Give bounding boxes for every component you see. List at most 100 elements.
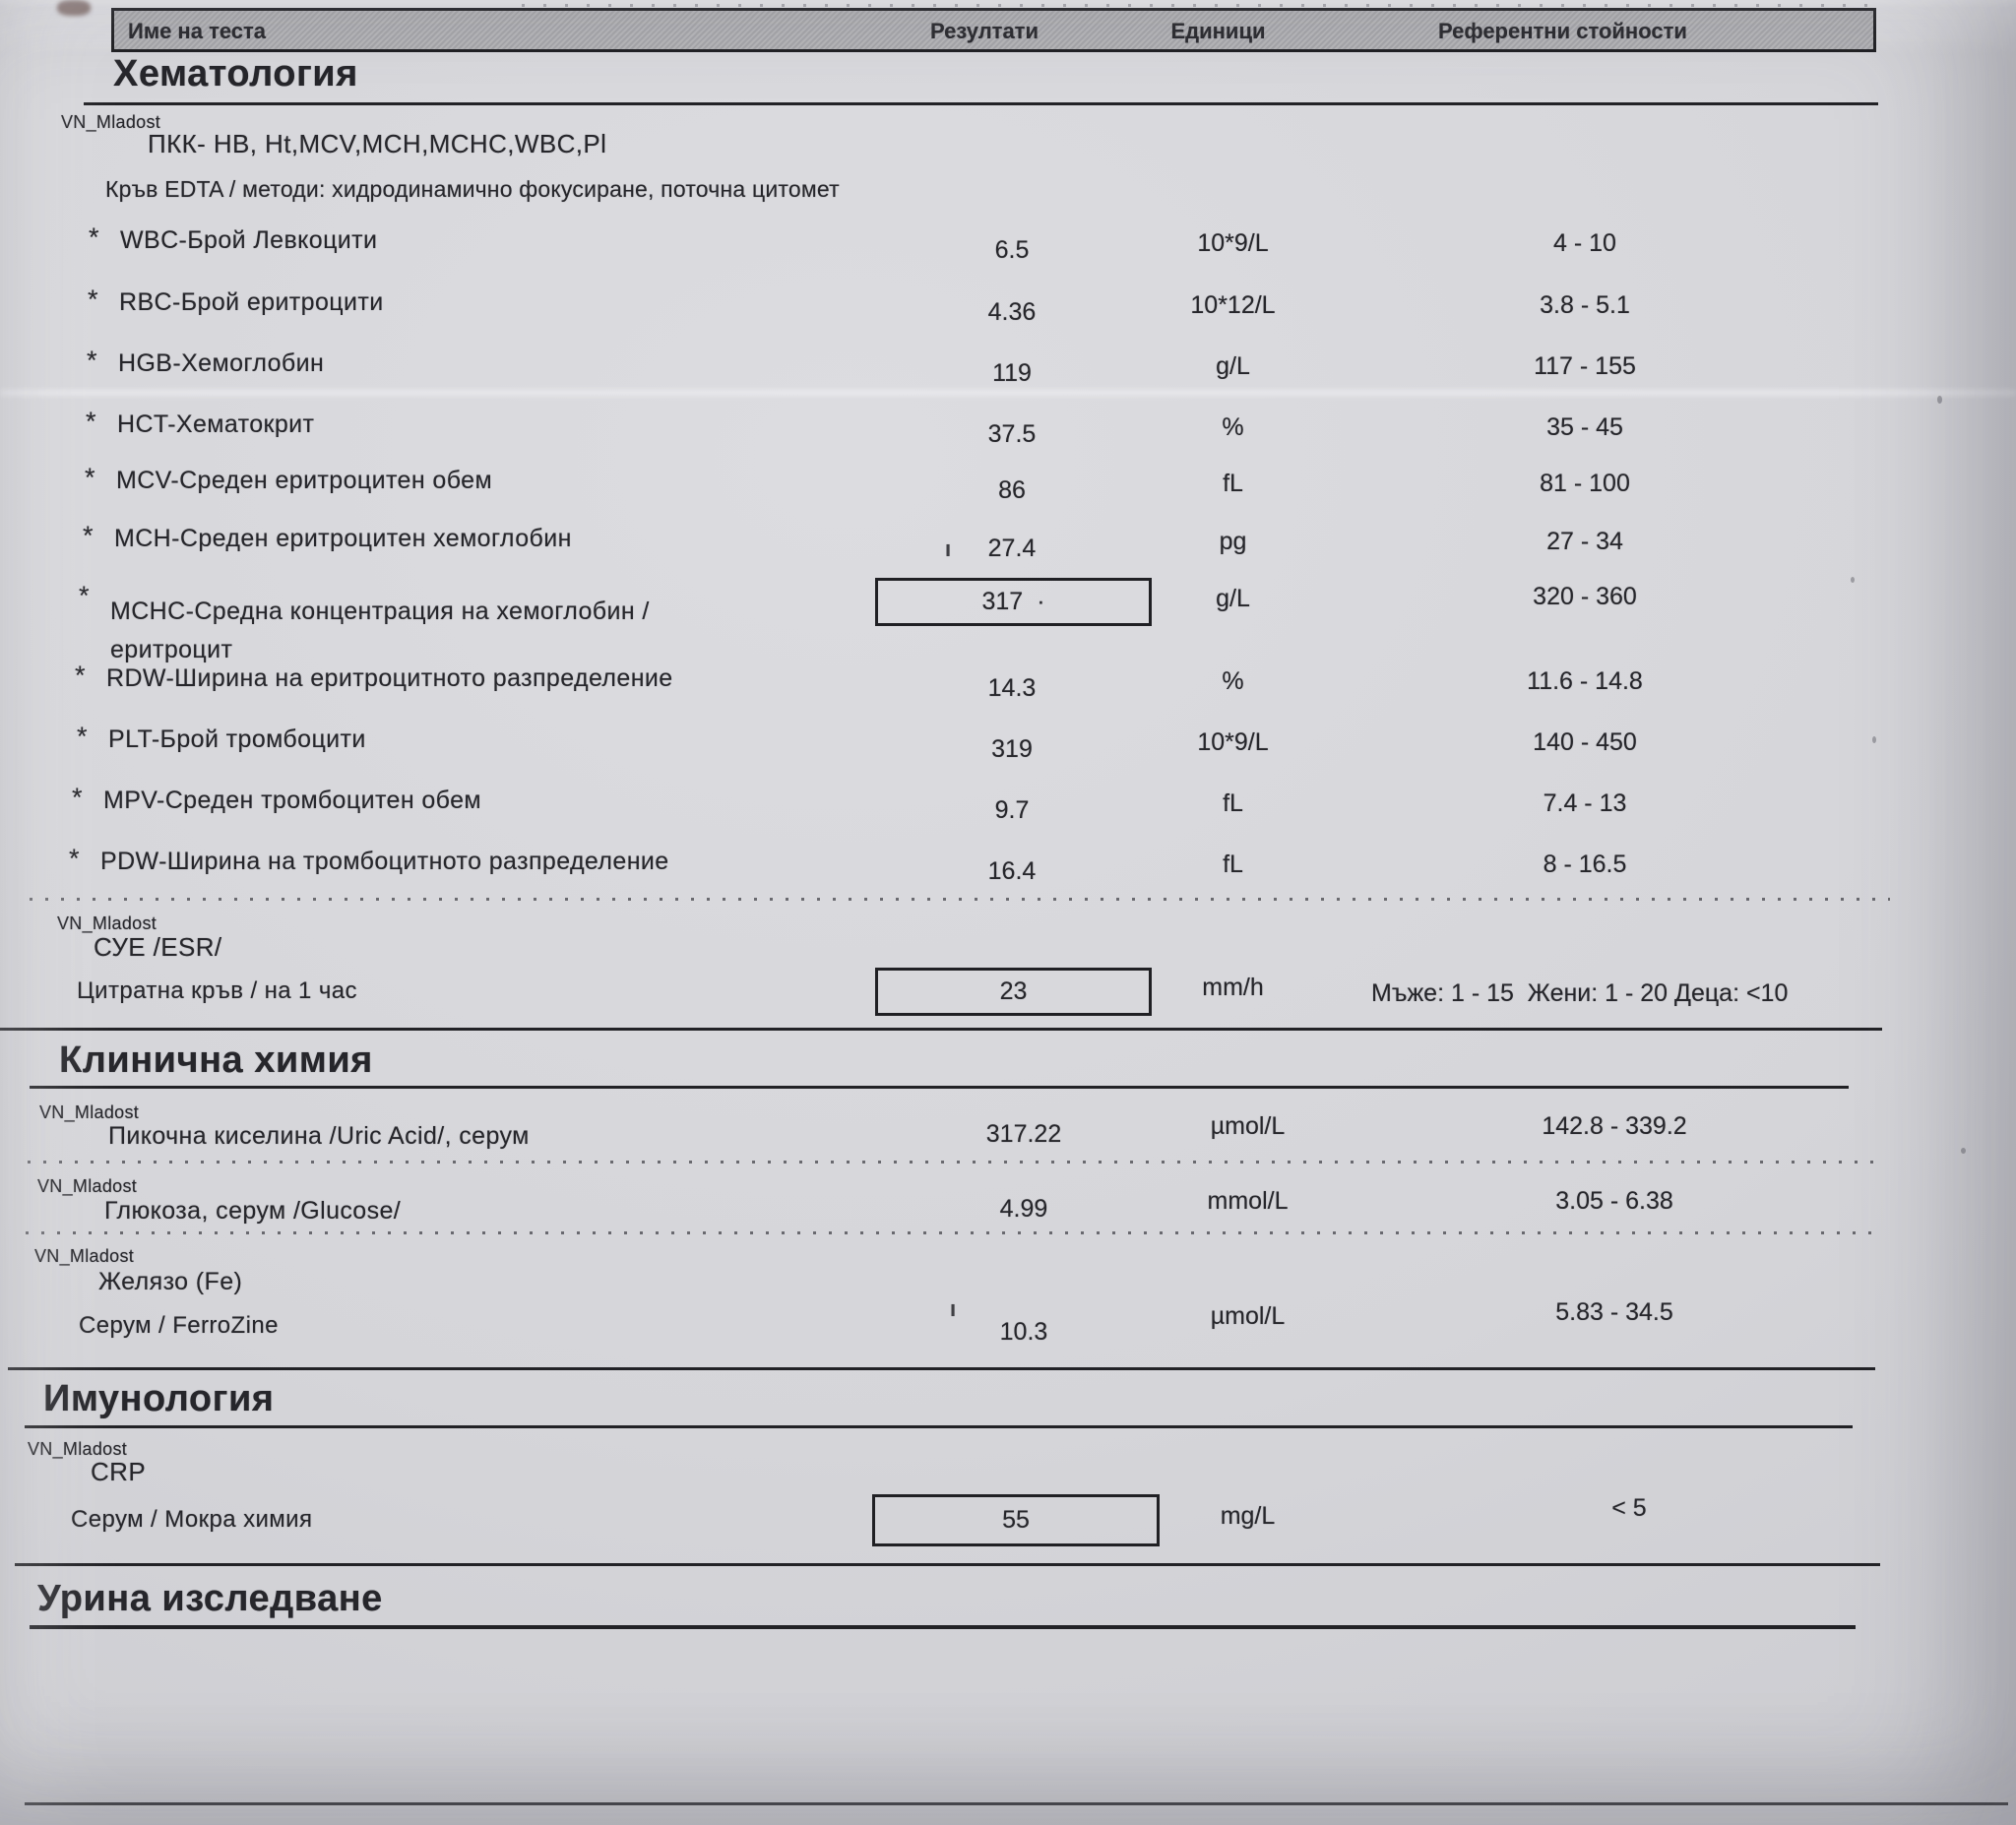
column-label-reference: Референтни стойности <box>1438 19 1687 43</box>
test-unit: fL <box>1223 470 1243 497</box>
paper-speck <box>1851 577 1855 583</box>
divider-line <box>0 1028 1882 1031</box>
test-reference: 27 - 34 <box>1546 528 1623 555</box>
test-reference: 11.6 - 14.8 <box>1527 667 1643 695</box>
abnormal-star: * <box>79 581 90 610</box>
abnormal-star: * <box>77 722 88 751</box>
test-result: 86 <box>998 476 1026 504</box>
test-name: PLT-Брой тромбоцити <box>108 725 366 753</box>
test-unit: 10*9/L <box>1197 229 1269 257</box>
test-unit: pg <box>1219 528 1247 555</box>
lab-code: VN_Mladost <box>39 1102 140 1122</box>
panel-method: Кръв EDTA / методи: хидродинамично фокус… <box>105 176 840 202</box>
test-result: 317.22 <box>985 1120 1062 1148</box>
test-reference: 142.8 - 339.2 <box>1542 1112 1687 1140</box>
table-header-bar <box>111 8 1876 52</box>
abnormal-star: * <box>87 346 97 375</box>
test-result: 55 <box>1002 1506 1030 1534</box>
test-unit: mm/h <box>1202 974 1264 1001</box>
abnormal-result-box: 23 <box>875 968 1152 1016</box>
abnormal-star: * <box>72 783 83 812</box>
test-reference: < 5 <box>1611 1494 1647 1522</box>
lab-code: VN_Mladost <box>61 112 161 132</box>
column-label-units: Единици <box>1170 19 1266 43</box>
test-reference: 81 - 100 <box>1540 470 1630 497</box>
lab-code: VN_Mladost <box>34 1246 135 1266</box>
test-result: 9.7 <box>994 796 1030 824</box>
test-name: RBC-Брой еритроцити <box>119 288 384 316</box>
abnormal-star: * <box>89 222 99 252</box>
paper-speck <box>1961 1148 1966 1154</box>
test-reference: 4 - 10 <box>1553 229 1616 257</box>
test-unit: µmol/L <box>1210 1112 1286 1140</box>
abnormal-result-box: 317 · <box>875 578 1152 626</box>
test-name: MCV-Среден еритроцитен обем <box>116 467 493 494</box>
abnormal-star: * <box>83 521 94 550</box>
test-reference: 35 - 45 <box>1546 413 1623 441</box>
divider-line <box>84 102 1878 105</box>
test-result: 317 <box>981 588 1024 615</box>
test-unit: mmol/L <box>1207 1187 1289 1215</box>
divider-line <box>30 1625 1856 1629</box>
paper-speck <box>1937 396 1942 404</box>
test-result: 27.4 <box>987 535 1037 562</box>
test-name: HCT-Хематокрит <box>117 410 315 438</box>
perforation-dots <box>522 4 1880 7</box>
lab-code: VN_Mladost <box>57 913 158 933</box>
test-result: 10.3 <box>999 1318 1048 1346</box>
pen-mark: ı <box>950 1296 957 1321</box>
paper-speck <box>1872 736 1876 743</box>
paper-crease <box>0 390 2016 396</box>
divider-line <box>15 1563 1880 1566</box>
pen-mark: ı <box>945 536 952 561</box>
test-unit: fL <box>1223 789 1243 817</box>
dotted-separator <box>30 898 1890 901</box>
test-unit: mg/L <box>1220 1502 1276 1530</box>
test-name: CRP <box>91 1457 147 1486</box>
abnormal-star: * <box>75 661 86 690</box>
test-reference: 3.05 - 6.38 <box>1555 1187 1673 1215</box>
test-reference: 117 - 155 <box>1534 352 1636 380</box>
test-result: 16.4 <box>987 857 1037 885</box>
divider-line <box>8 1367 1875 1370</box>
test-name: PDW-Ширина на тромбоцитното разпределени… <box>100 848 669 875</box>
test-reference: 3.8 - 5.1 <box>1540 291 1630 319</box>
test-unit: % <box>1222 413 1244 441</box>
test-reference: 5.83 - 34.5 <box>1555 1298 1673 1326</box>
dotted-separator <box>28 1161 1885 1164</box>
test-name: Глюкоза, серум /Glucose/ <box>104 1197 402 1225</box>
dotted-separator <box>26 1231 1882 1234</box>
lab-code: VN_Mladost <box>28 1439 128 1459</box>
sample-type: Серум / Мокра химия <box>71 1506 313 1533</box>
test-unit: 10*9/L <box>1197 728 1269 756</box>
test-unit: g/L <box>1216 352 1250 380</box>
ink-smudge <box>57 0 91 16</box>
test-unit: % <box>1222 667 1244 695</box>
test-name: MCHC-Средна концентрация на хемоглобин /… <box>110 598 650 663</box>
test-name: СУЕ /ESR/ <box>94 932 222 962</box>
section-heading-chemistry: Клинична химия <box>59 1039 373 1081</box>
test-unit: µmol/L <box>1210 1302 1286 1330</box>
test-reference: 8 - 16.5 <box>1543 850 1627 878</box>
test-name: HGB-Хемоглобин <box>118 349 325 377</box>
lab-code: VN_Mladost <box>37 1176 138 1196</box>
section-heading-hematology: Хематология <box>113 53 358 94</box>
divider-line <box>25 1425 1853 1428</box>
divider-line <box>30 1086 1849 1089</box>
test-result: 23 <box>999 977 1028 1005</box>
test-reference: Мъже: 1 - 15 Жени: 1 - 20 Деца: <10 <box>1371 979 1789 1007</box>
sample-type: Цитратна кръв / на 1 час <box>77 977 357 1004</box>
test-result: 37.5 <box>987 420 1037 448</box>
test-result: 14.3 <box>987 674 1037 702</box>
test-reference: 140 - 450 <box>1533 728 1637 756</box>
test-unit: 10*12/L <box>1190 291 1276 319</box>
test-name: MCH-Среден еритроцитен хемоглобин <box>114 525 572 552</box>
sample-type: Серум / FerroZine <box>79 1312 279 1339</box>
test-reference: 7.4 - 13 <box>1543 789 1627 817</box>
abnormal-star: * <box>86 407 96 436</box>
section-heading-urine: Урина изследване <box>37 1578 383 1619</box>
panel-name: ПКК- HB, Ht,MCV,MCH,MCHC,WBC,Pl <box>148 129 607 158</box>
section-heading-immunology: Имунология <box>43 1378 275 1419</box>
abnormal-result-box: 55 <box>872 1494 1160 1546</box>
column-label-test-name: Име на теста <box>128 19 267 43</box>
